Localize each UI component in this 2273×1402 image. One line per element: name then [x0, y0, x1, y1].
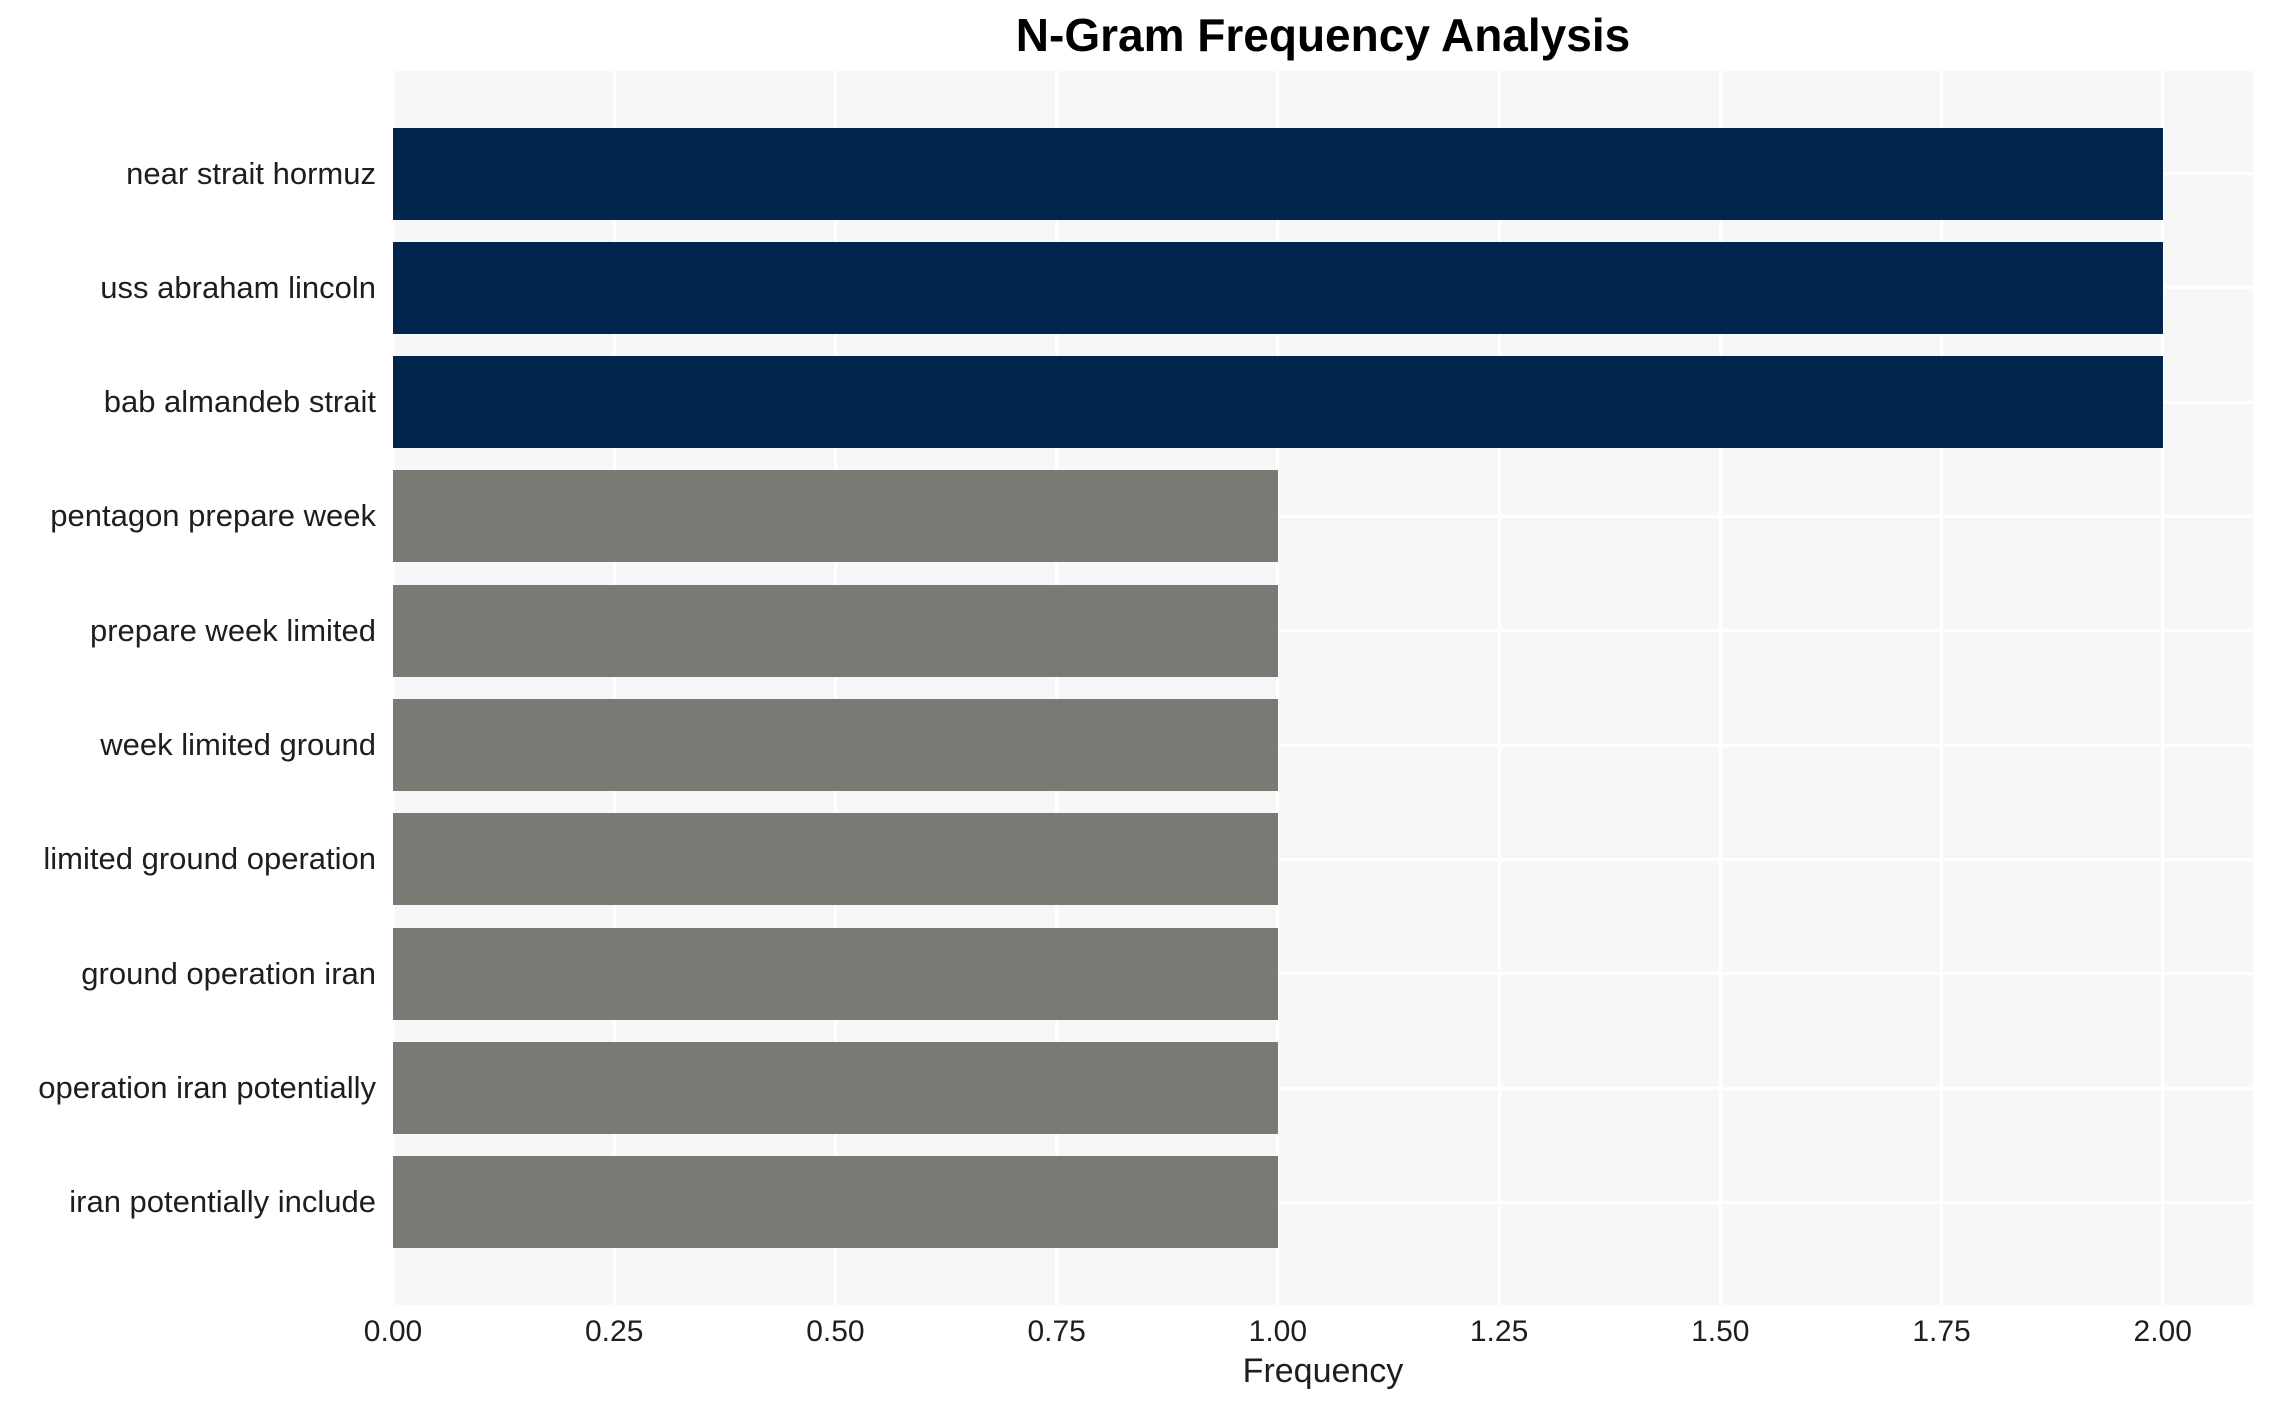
- gridline-y: [393, 1086, 2253, 1090]
- x-tick-label: 2.00: [2133, 1315, 2192, 1348]
- bar-prepare-week-limited: [393, 584, 1278, 677]
- y-tick-label: bab almandeb strait: [103, 384, 376, 420]
- gridline-x-1.25: [1497, 71, 1501, 1305]
- y-tick-label: operation iran potentially: [38, 1070, 376, 1106]
- x-tick-label: 1.50: [1691, 1315, 1750, 1348]
- gridline-y: [393, 1200, 2253, 1204]
- gridline-x-0.50: [833, 71, 837, 1305]
- bar-limited-ground-operation: [393, 813, 1278, 906]
- x-tick-label: 0.25: [585, 1315, 644, 1348]
- gridline-x-0.25: [612, 71, 616, 1305]
- bar-week-limited-ground: [393, 699, 1278, 792]
- x-tick-label: 1.75: [1912, 1315, 1971, 1348]
- x-axis-label: Frequency: [1242, 1352, 1404, 1390]
- gridline-y: [393, 514, 2253, 518]
- bar-ground-operation-iran: [393, 927, 1278, 1020]
- y-tick-label: prepare week limited: [89, 612, 376, 648]
- x-tick-label: 0.00: [363, 1315, 423, 1348]
- gridline-x-0.75: [1055, 71, 1059, 1305]
- x-tick-label: 0.75: [1027, 1315, 1086, 1348]
- gridline-y: [393, 629, 2253, 633]
- gridline-x-1.50: [1718, 71, 1722, 1305]
- bar-near-strait-hormuz: [393, 127, 2163, 220]
- x-tick-label: 0.50: [806, 1315, 865, 1348]
- gridline-y: [393, 743, 2253, 747]
- x-tick-label: 1.25: [1469, 1315, 1529, 1348]
- y-tick-label: week limited ground: [100, 727, 376, 763]
- gridline-x-2.00: [2161, 71, 2165, 1305]
- bar-bab-almandeb-strait: [393, 356, 2163, 449]
- gridline-y: [393, 857, 2253, 861]
- bar-iran-potentially-include: [393, 1156, 1278, 1249]
- bar-operation-iran-potentially: [393, 1042, 1278, 1135]
- chart-title: N-Gram Frequency Analysis: [1015, 9, 1631, 61]
- gridline-x-1.00: [1276, 71, 1280, 1305]
- y-tick-label: limited ground operation: [43, 841, 376, 877]
- y-tick-label: near strait hormuz: [126, 155, 376, 191]
- gridline-x-1.75: [1940, 71, 1944, 1305]
- y-tick-label: iran potentially include: [69, 1184, 376, 1220]
- bar-pentagon-prepare-week: [393, 470, 1278, 563]
- plot-area: [393, 71, 2253, 1305]
- y-tick-label: pentagon prepare week: [50, 498, 376, 534]
- gridline-y: [393, 972, 2253, 976]
- y-tick-label: uss abraham lincoln: [100, 269, 376, 305]
- x-tick-label: 1.00: [1248, 1315, 1308, 1348]
- bar-uss-abraham-lincoln: [393, 241, 2163, 334]
- gridline-x-0.00: [393, 71, 395, 1305]
- y-tick-label: ground operation iran: [81, 955, 376, 991]
